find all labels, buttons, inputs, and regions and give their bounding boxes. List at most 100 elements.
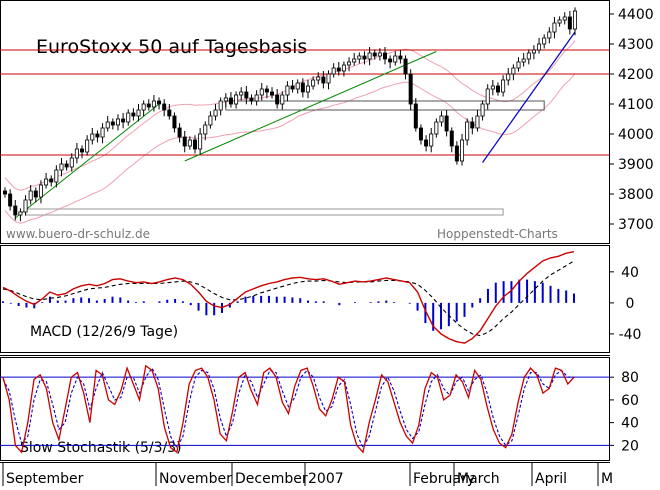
candle-body [526,52,531,60]
candle-body [126,112,131,123]
candle-body [388,58,393,63]
candle-body [85,139,90,153]
candle-body [480,103,485,117]
price-tick-label: 3800 [618,187,654,203]
website-watermark: www.buero-dr-schulz.de [6,227,150,241]
candle-body [182,136,187,147]
stoch-tick-label: 40 [621,416,639,432]
candle-body [198,133,203,150]
candle-body [208,115,213,126]
candle-body [413,103,418,129]
candle-body [382,52,387,60]
candle-body [187,139,192,147]
macd-tick-label: 40 [621,265,639,281]
stoch-signal-line [2,367,574,449]
candle-body [54,169,59,183]
candle-body [228,97,233,105]
candle-body [100,127,105,138]
candle-body [573,10,578,30]
month-label: December [235,471,308,486]
candle-body [259,88,264,96]
candle-body [557,19,562,24]
uptrend-line-green-2 [184,51,437,162]
candle-body [449,130,454,147]
price-tick-label: 4100 [618,97,654,113]
candle-body [537,43,542,51]
candle-body [398,55,403,60]
stoch-panel-frame [0,357,610,461]
candle-body [305,85,310,93]
candle-body [167,109,172,117]
candle-body [223,97,228,102]
candle-body [408,73,413,105]
candle-body [192,139,197,150]
candle-body [542,37,547,45]
macd-panel-frame [0,245,610,353]
candle-body [326,73,331,84]
candle-body [13,205,18,216]
consolidation-box-lower [25,208,504,216]
candle-body [357,55,362,60]
candle-body [531,49,536,54]
candle-body [59,163,64,171]
candle-body [244,91,249,99]
candle-body [475,115,480,129]
candle-body [146,103,151,108]
candle-body [280,94,285,105]
candle-body [367,52,372,60]
candle-body [511,67,516,75]
stoch-tick-label: 60 [621,393,639,409]
candle-body [393,55,398,63]
candle-body [418,127,423,141]
candle-body [74,148,79,159]
month-label: September [6,471,84,486]
candle-body [285,85,290,96]
candle-body [270,91,275,96]
month-label: M [601,471,613,486]
candle-body [203,124,208,135]
price-tick-label: 3900 [618,157,654,173]
candle-body [331,67,336,75]
candle-body [562,16,567,21]
candle-body [141,103,146,111]
stoch-layer [0,364,610,454]
candle-body [69,157,74,168]
candle-body [115,118,120,126]
candle-body [490,85,495,90]
candle-body [249,97,254,102]
candle-body [321,76,326,84]
candle-body [295,82,300,90]
candle-body [44,178,49,186]
candle-body [521,58,526,63]
candle-body [90,133,95,141]
candle-body [347,61,352,66]
price-tick-label: 4200 [618,67,654,83]
candle-body [177,127,182,138]
candle-body [377,52,382,57]
price-tick-label: 4400 [618,7,654,23]
candle-body [172,115,177,129]
candle-body [567,16,572,30]
candle-body [264,88,269,93]
candle-body [434,121,439,135]
bollinger-upper-band [4,40,576,191]
candle-body [424,139,429,147]
candle-body [372,52,377,57]
macd-title: MACD (12/26/9 Tage) [30,324,178,340]
candle-body [470,121,475,129]
candle-body [300,82,305,93]
candle-body [444,115,449,132]
price-tick-label: 3700 [618,217,654,233]
candle-body [28,190,33,201]
axis-layer: 3700 3800 3900 4000 4100 4200 4300 4400 40 0 -40 80… [2,7,654,487]
candle-body [501,79,506,93]
month-label: November [159,471,232,486]
candle-body [336,67,341,72]
candle-body [439,115,444,123]
month-label: 2007 [308,471,344,486]
candle-body [162,103,167,111]
candle-body [516,61,521,69]
candle-body [311,79,316,87]
candle-body [18,211,23,216]
candle-body [239,91,244,96]
